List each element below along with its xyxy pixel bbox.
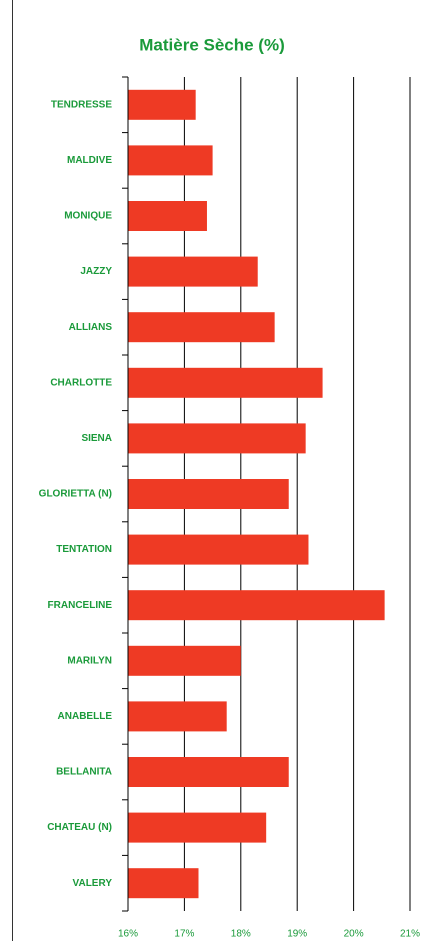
y-tick-label: VALERY — [73, 878, 113, 889]
y-tick-label: SIENA — [81, 433, 112, 444]
y-tick-label: MARILYN — [67, 655, 112, 666]
bar — [128, 757, 289, 787]
y-tick-label: CHARLOTTE — [50, 377, 112, 388]
y-tick-label: TENTATION — [56, 544, 112, 555]
bar — [128, 368, 323, 398]
y-tick-label: ALLIANS — [69, 322, 113, 333]
bar — [128, 868, 199, 898]
bar — [128, 701, 227, 731]
bar — [128, 145, 213, 175]
y-tick-label: MALDIVE — [67, 155, 112, 166]
bar — [128, 257, 258, 287]
x-tick-label: 21% — [400, 929, 420, 940]
bar — [128, 423, 306, 453]
bar — [128, 479, 289, 509]
bar — [128, 535, 308, 565]
x-tick-label: 19% — [287, 929, 307, 940]
y-tick-label: FRANCELINE — [48, 600, 113, 611]
panel — [12, 0, 422, 941]
bar — [128, 90, 196, 120]
y-tick-label: TENDRESSE — [51, 99, 112, 110]
x-tick-label: 16% — [118, 929, 138, 940]
x-tick-label: 18% — [231, 929, 251, 940]
chart: Matière Sèche (%) 16% 17% 18% 19% 20% 21% TEND… — [0, 0, 422, 941]
bar — [128, 813, 266, 843]
bar — [128, 201, 207, 231]
bar — [128, 646, 241, 676]
bar — [128, 590, 385, 620]
y-tick-label: ANABELLE — [58, 711, 113, 722]
y-tick-label: BELLANITA — [56, 767, 112, 778]
y-tick-label: JAZZY — [80, 266, 112, 277]
chart-title: Matière Sèche (%) — [139, 35, 285, 54]
y-tick-label: GLORIETTA (N) — [39, 489, 112, 500]
bar — [128, 312, 275, 342]
x-tick-label: 20% — [344, 929, 364, 940]
x-tick-label: 17% — [174, 929, 194, 940]
y-tick-label: CHATEAU (N) — [47, 822, 112, 833]
y-tick-label: MONIQUE — [64, 211, 112, 222]
